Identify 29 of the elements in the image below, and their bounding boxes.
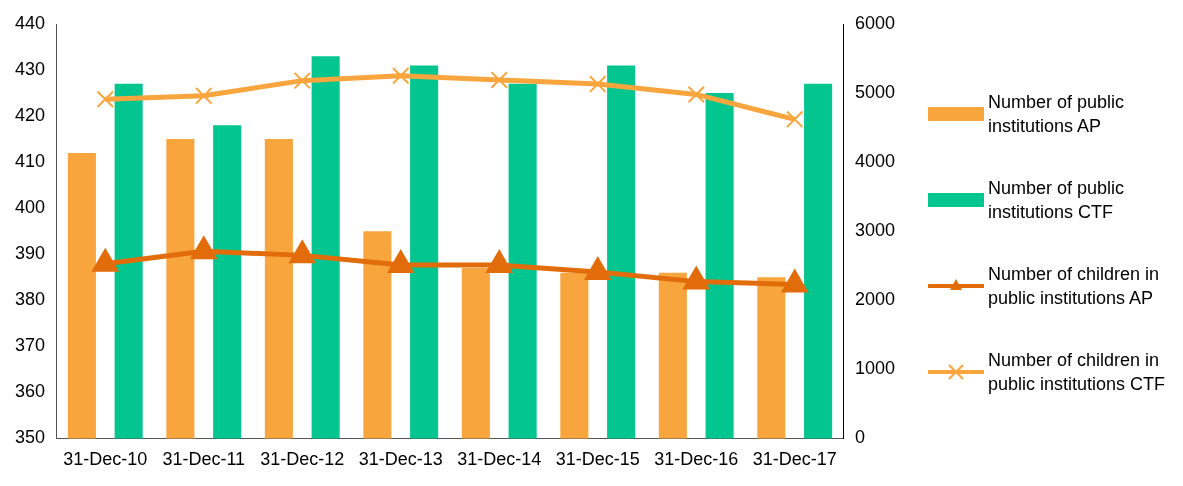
y-tick-label: 370 xyxy=(14,335,46,356)
y-tick-label: 390 xyxy=(14,243,46,264)
x-tick-label: 31-Dec-15 xyxy=(555,449,640,470)
x-tick-label: 31-Dec-10 xyxy=(63,449,148,470)
x-tick-label: 31-Dec-14 xyxy=(457,449,542,470)
x-tick-label: 31-Dec-17 xyxy=(752,449,837,470)
y-tick-label: 400 xyxy=(14,197,46,218)
y2-tick-label: 0 xyxy=(854,427,865,448)
y2-tick-label: 1000 xyxy=(854,358,895,379)
x-tick-label: 31-Dec-13 xyxy=(358,449,443,470)
x-tick-label: 31-Dec-12 xyxy=(260,449,345,470)
x-tick-label: 31-Dec-11 xyxy=(162,449,246,470)
y-tick-label: 430 xyxy=(14,59,46,80)
y-tick-label: 420 xyxy=(14,105,46,126)
y2-tick-label: 3000 xyxy=(854,220,895,241)
legend-label: Number of children in public institutions CTF xyxy=(988,349,1167,396)
y-tick-label: 360 xyxy=(14,381,46,402)
y-tick-label: 410 xyxy=(14,151,46,172)
legend-label: Number of public institutions CTF xyxy=(988,177,1126,224)
legend-label: Number of children in public institutions AP xyxy=(988,263,1161,310)
y-tick-label: 440 xyxy=(14,12,46,33)
legend-label: Number of public institutions AP xyxy=(988,91,1126,138)
y2-tick-label: 2000 xyxy=(854,289,895,310)
y-tick-label: 350 xyxy=(14,427,46,448)
y-tick-label: 380 xyxy=(14,289,46,310)
x-tick-label: 31-Dec-16 xyxy=(654,449,739,470)
y2-tick-label: 6000 xyxy=(854,12,895,33)
y2-tick-label: 4000 xyxy=(854,151,895,172)
y2-tick-label: 5000 xyxy=(854,82,895,103)
